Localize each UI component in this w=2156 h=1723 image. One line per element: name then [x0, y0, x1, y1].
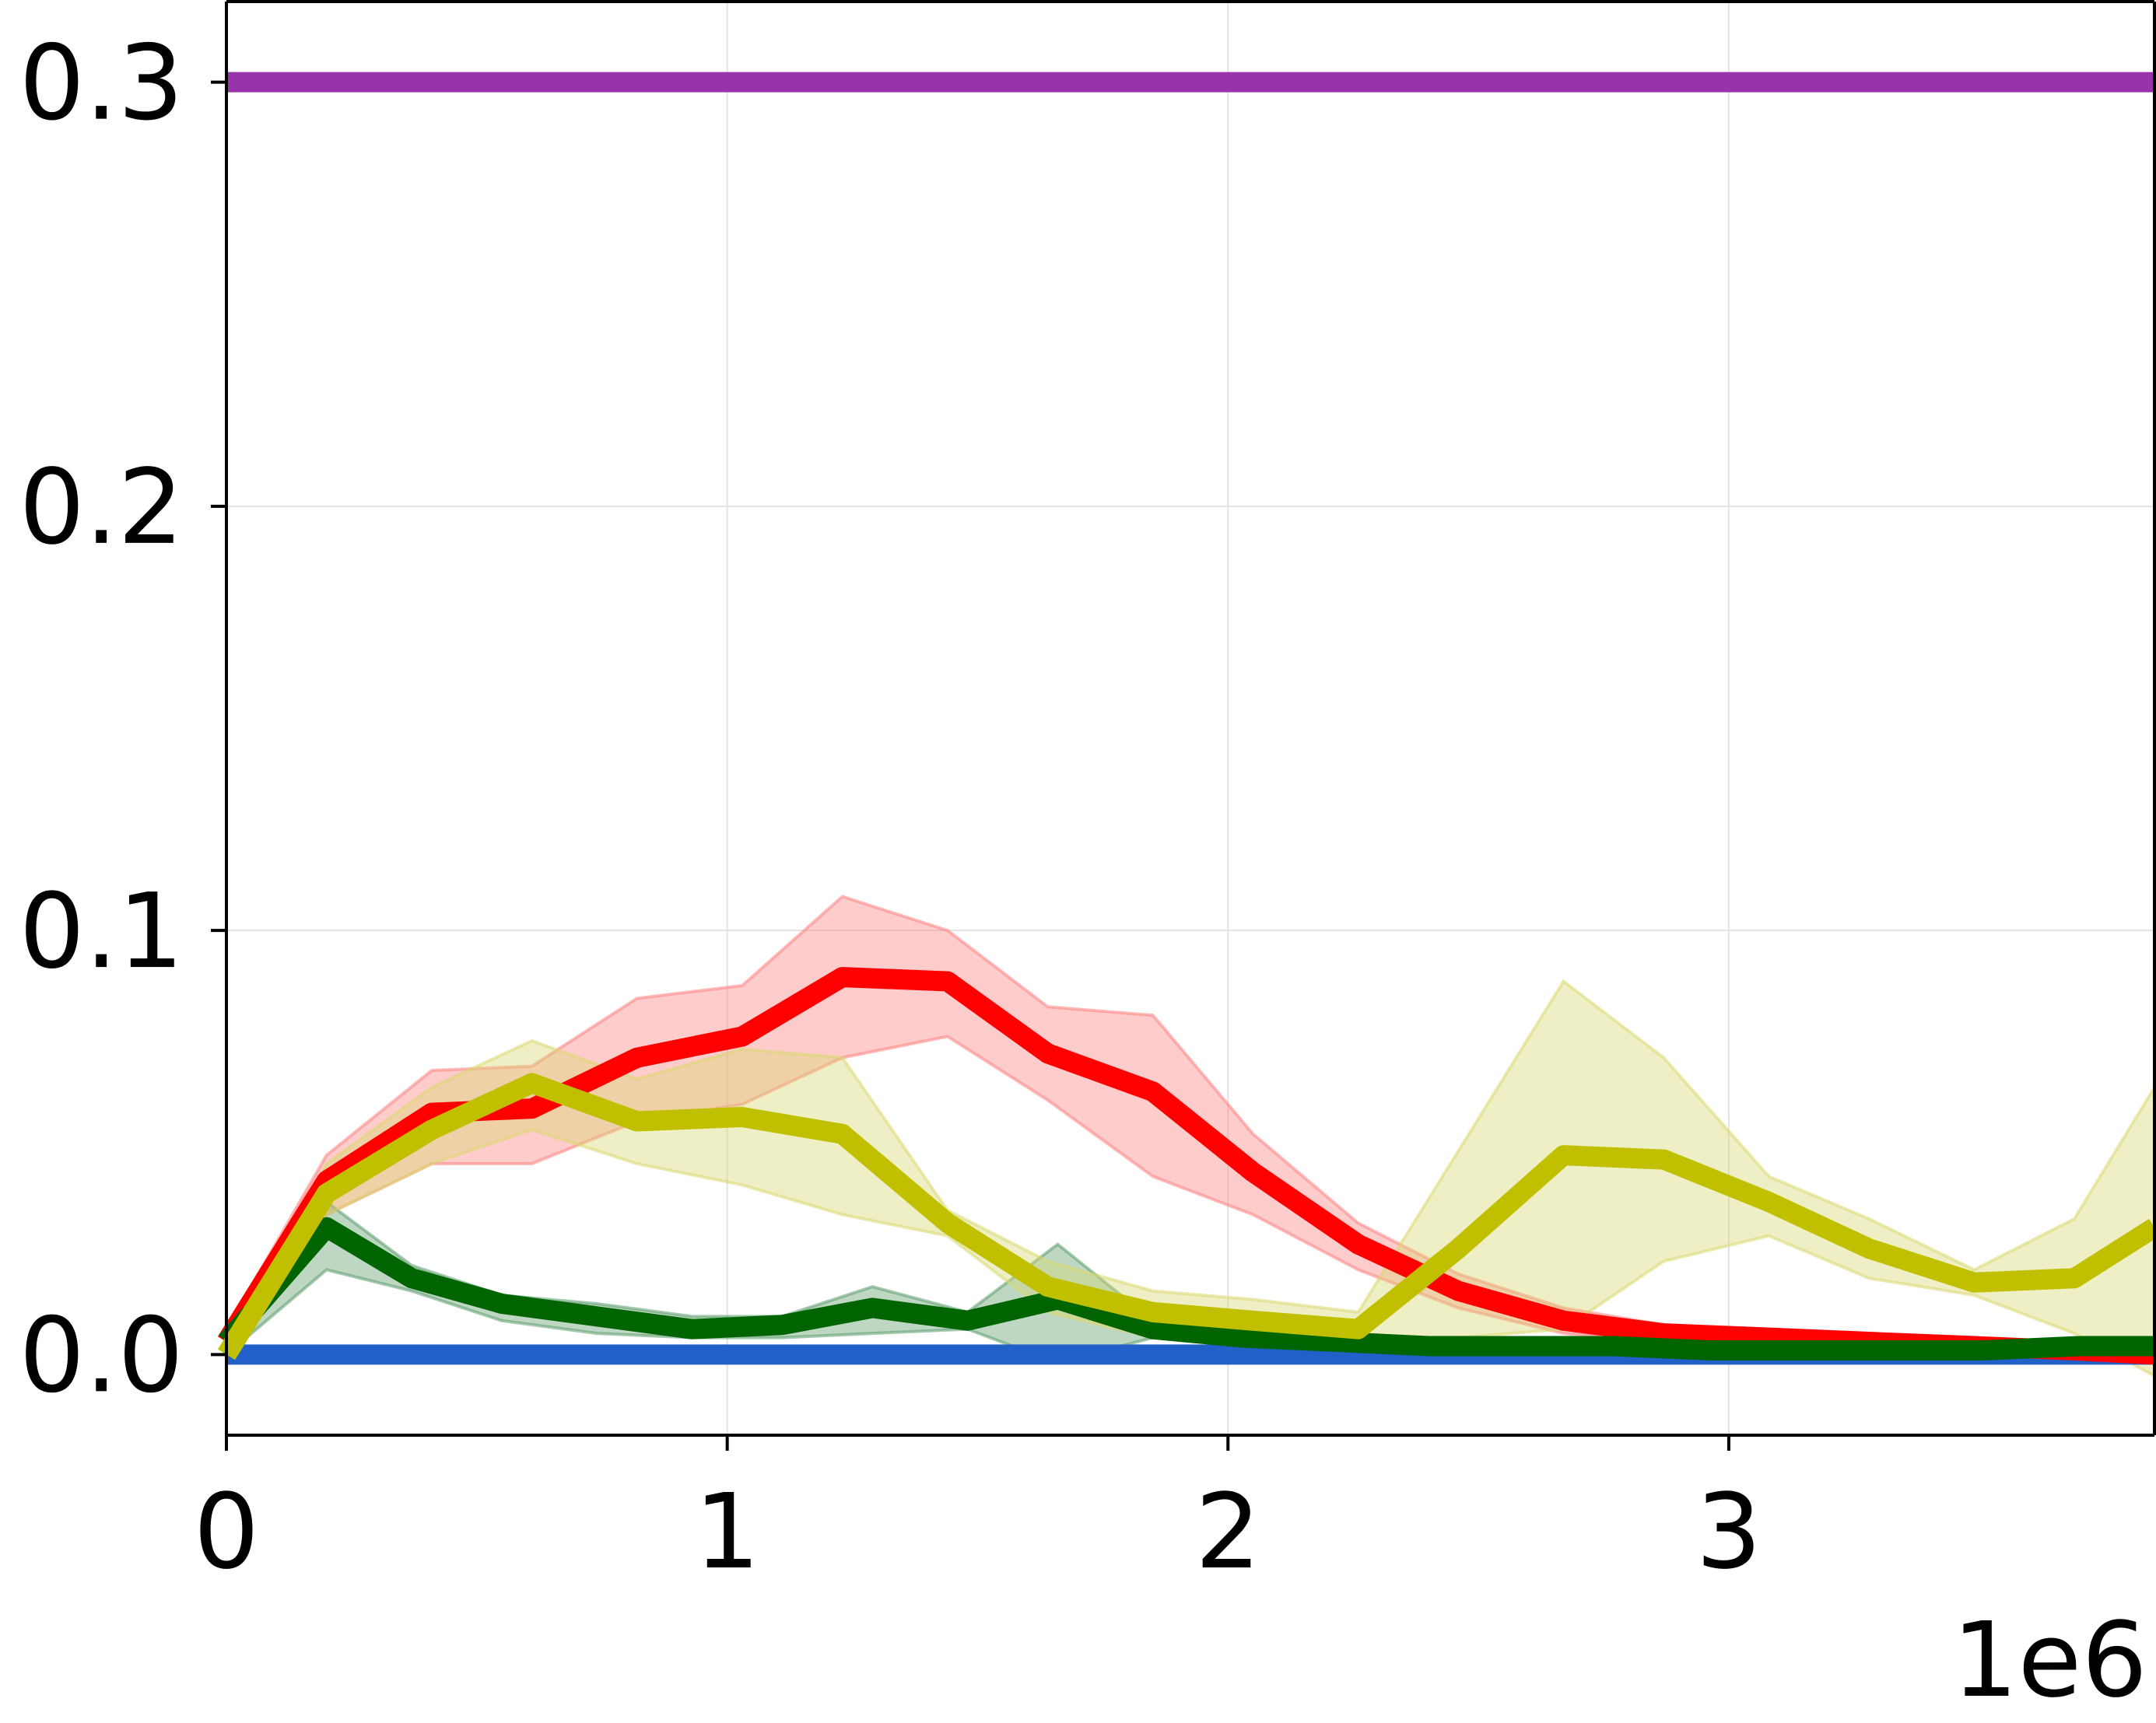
x-tick-label-1: 1 — [694, 1473, 760, 1592]
y-tick-label-0: 0.0 — [19, 1296, 184, 1416]
x-tick-label-0: 0 — [194, 1473, 260, 1592]
series-4-line — [217, 1073, 2156, 1361]
y-tick-label-3: 0.3 — [19, 24, 184, 144]
tick-labels: 0 1 2 3 0.0 0.1 0.2 0.3 — [19, 24, 1762, 1592]
x-tick-label-2: 2 — [1195, 1473, 1261, 1592]
x-axis-offset-label: 1e6 — [1952, 1601, 2147, 1721]
series-lines — [217, 72, 2156, 1365]
axes — [211, 0, 2156, 1451]
x-tick-label-3: 3 — [1696, 1473, 1762, 1592]
y-tick-label-2: 0.2 — [19, 448, 184, 568]
series-3-line — [219, 1217, 2154, 1361]
y-tick-label-1: 0.1 — [19, 872, 184, 992]
